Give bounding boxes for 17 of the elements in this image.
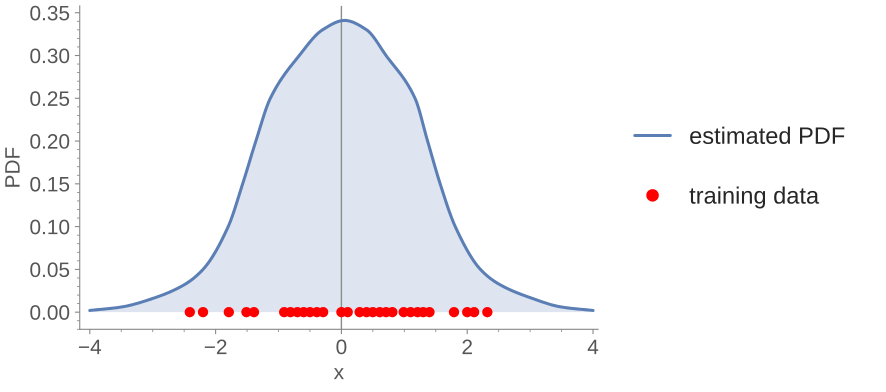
y-tick-label: 0.00 — [30, 305, 70, 320]
x-tick-label: 4 — [588, 340, 598, 354]
y-tick-label: 0.05 — [30, 262, 70, 278]
y-tick-label: 0.35 — [30, 6, 70, 20]
y-tick-label: 0.30 — [30, 48, 70, 64]
legend-label: training data — [690, 186, 820, 208]
y-tick-label: 0.10 — [30, 220, 70, 234]
y-axis-title: PDF — [5, 148, 20, 187]
x-tick-label: −4 — [78, 340, 102, 354]
x-tick-label: 2 — [462, 340, 472, 354]
y-tick-label: 0.20 — [30, 134, 70, 149]
y-tick-label: 0.15 — [30, 176, 70, 192]
x-axis-title: x — [334, 368, 344, 380]
legend-label: estimated PDF — [690, 126, 844, 144]
x-tick-label: 0 — [336, 340, 346, 354]
x-tick-label: −2 — [204, 340, 226, 354]
y-tick-label: 0.25 — [30, 91, 70, 106]
